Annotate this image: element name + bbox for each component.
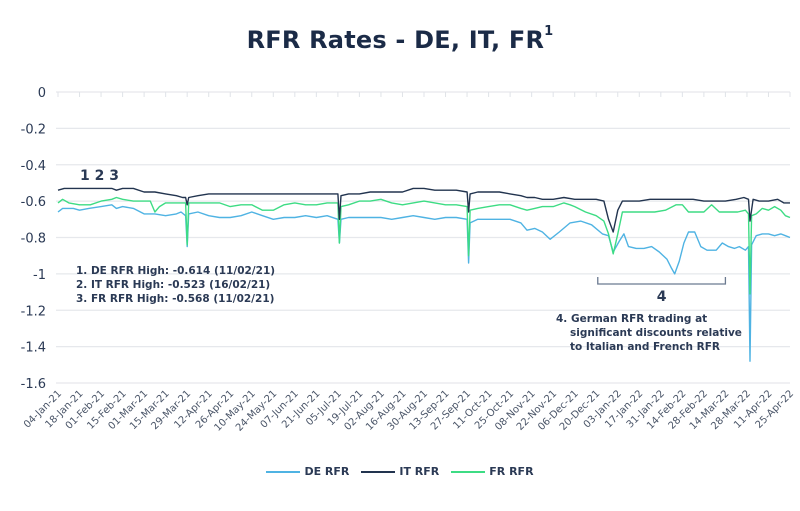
legend-swatch-de xyxy=(266,470,301,473)
legend-item-de[interactable]: DE RFR xyxy=(266,465,349,478)
x-axis: 04-Jan-2118-Jan-2101-Feb-2115-Feb-2101-M… xyxy=(22,92,796,434)
y-tick-label: 0 xyxy=(38,86,46,101)
series-line-fr-rfr xyxy=(57,196,791,295)
y-tick-label: -1.2 xyxy=(21,304,46,319)
legend-label-de: DE RFR xyxy=(304,465,350,478)
legend-swatch-it xyxy=(361,470,396,473)
annotation-fr-high: 3. FR RFR High: -0.568 (11/02/21) xyxy=(76,293,274,305)
bracket-label: 4 xyxy=(657,289,667,305)
annotation-note-line-3: to Italian and French RFR xyxy=(570,341,720,353)
y-axis: 0 -0.2 -0.4 -0.6 -0.8 -1 -1.2 -1.4 -1.6 xyxy=(21,86,46,392)
legend-swatch-fr xyxy=(451,470,486,473)
chart-title: RFR Rates - DE, IT, FR1 xyxy=(0,24,800,54)
y-tick-label: -0.2 xyxy=(21,122,46,137)
y-tick-label: -1 xyxy=(33,268,46,283)
series-line-it-rfr xyxy=(57,187,790,233)
legend-label-it: IT RFR xyxy=(399,465,440,478)
gridlines xyxy=(56,91,790,384)
y-tick-label: -1.6 xyxy=(21,377,46,392)
legend-item-it[interactable]: IT RFR xyxy=(361,465,439,478)
y-tick-label: -0.4 xyxy=(21,159,46,174)
y-tick-label: -1.4 xyxy=(21,341,46,356)
title-footnote-marker: 1 xyxy=(544,24,554,39)
chart-title-text: RFR Rates - DE, IT, FR xyxy=(246,26,545,54)
annotation-it-high: 2. IT RFR High: -0.523 (16/02/21) xyxy=(76,279,270,291)
legend: DE RFR IT RFR FR RFR xyxy=(0,465,800,478)
annotations: 1 2 3 1. DE RFR High: -0.614 (11/02/21) … xyxy=(76,168,742,353)
annotation-note-line-1: 4. German RFR trading at xyxy=(556,313,707,325)
y-tick-label: -0.8 xyxy=(21,232,46,247)
legend-item-fr[interactable]: FR RFR xyxy=(451,465,534,478)
legend-label-fr: FR RFR xyxy=(489,465,534,478)
y-tick-label: -0.6 xyxy=(21,195,46,210)
high-markers-label: 1 2 3 xyxy=(80,168,119,184)
discount-period-bracket xyxy=(597,277,727,285)
annotation-de-high: 1. DE RFR High: -0.614 (11/02/21) xyxy=(76,265,275,277)
annotation-note-line-2: significant discounts relative xyxy=(570,327,742,339)
series-lines xyxy=(57,187,791,362)
